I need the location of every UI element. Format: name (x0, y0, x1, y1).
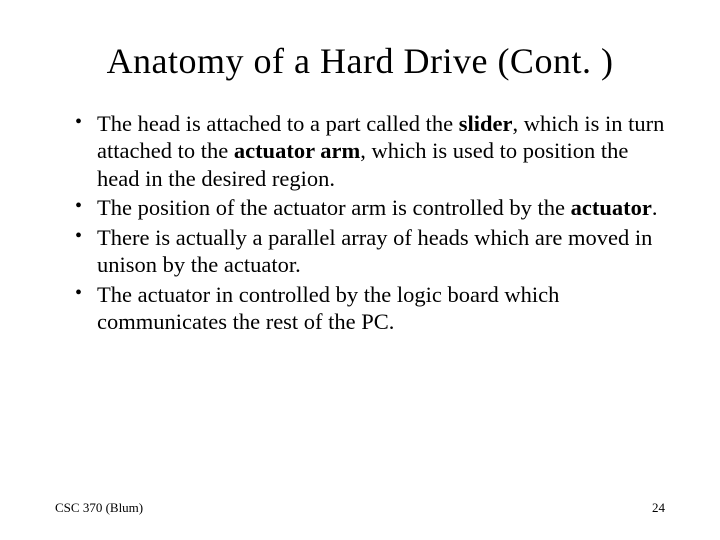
bullet-text: The position of the actuator arm is cont… (97, 195, 571, 220)
bullet-item: There is actually a parallel array of he… (75, 224, 665, 279)
bullet-item: The actuator in controlled by the logic … (75, 281, 665, 336)
bullet-list: The head is attached to a part called th… (55, 110, 665, 336)
bold-term: slider (459, 111, 513, 136)
bold-term: actuator arm (234, 138, 360, 163)
slide-title: Anatomy of a Hard Drive (Cont. ) (55, 40, 665, 82)
slide-footer: CSC 370 (Blum) 24 (55, 500, 665, 516)
bullet-text: . (652, 195, 658, 220)
bullet-text: There is actually a parallel array of he… (97, 225, 652, 277)
bullet-item: The head is attached to a part called th… (75, 110, 665, 192)
bullet-text: The actuator in controlled by the logic … (97, 282, 559, 334)
footer-course: CSC 370 (Blum) (55, 500, 143, 516)
bullet-text: The head is attached to a part called th… (97, 111, 459, 136)
bullet-item: The position of the actuator arm is cont… (75, 194, 665, 221)
bold-term: actuator (571, 195, 652, 220)
footer-page-number: 24 (652, 500, 665, 516)
slide-container: Anatomy of a Hard Drive (Cont. ) The hea… (0, 0, 720, 540)
